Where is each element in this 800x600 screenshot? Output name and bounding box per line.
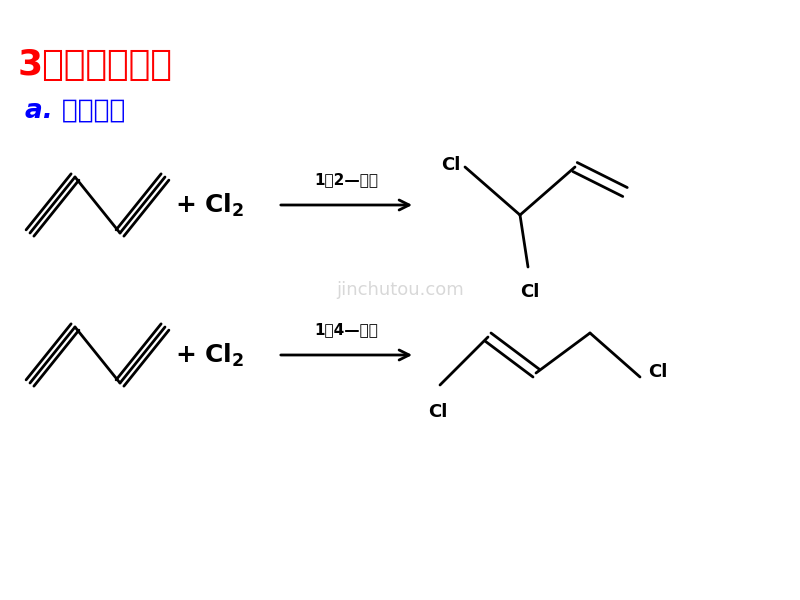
Text: Cl: Cl xyxy=(520,283,540,301)
Text: Cl: Cl xyxy=(441,156,460,174)
Text: jinchutou.com: jinchutou.com xyxy=(336,281,464,299)
Text: 3）化学性质：: 3）化学性质： xyxy=(18,48,173,82)
Text: $\mathbf{+\ Cl_2}$: $\mathbf{+\ Cl_2}$ xyxy=(175,191,244,218)
Text: Cl: Cl xyxy=(428,403,448,421)
Text: a. 加成反应: a. 加成反应 xyxy=(25,98,126,124)
Text: $\mathbf{+\ Cl_2}$: $\mathbf{+\ Cl_2}$ xyxy=(175,341,244,368)
Text: 1，2—加成: 1，2—加成 xyxy=(314,172,378,187)
Text: 1，4—加成: 1，4—加成 xyxy=(314,322,378,337)
Text: Cl: Cl xyxy=(648,363,667,381)
